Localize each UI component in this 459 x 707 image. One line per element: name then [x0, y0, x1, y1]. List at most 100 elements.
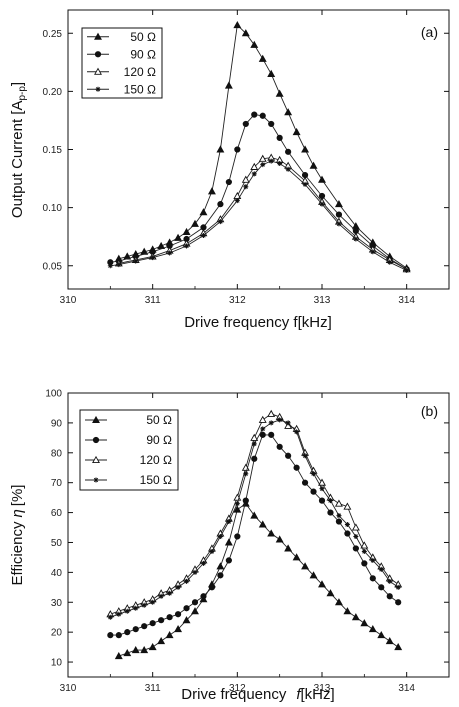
data-point: [217, 533, 223, 539]
data-point: [251, 455, 258, 462]
data-point: [285, 166, 291, 172]
data-point: [368, 625, 377, 633]
data-point: [158, 617, 165, 624]
data-point: [351, 613, 360, 621]
data-point: [275, 535, 284, 543]
data-point: [319, 201, 325, 207]
data-point: [216, 562, 225, 570]
data-point: [209, 548, 215, 554]
data-point: [318, 580, 326, 588]
data-point: [225, 557, 232, 564]
data-point: [191, 599, 199, 606]
data-point: [377, 631, 386, 639]
data-point: [250, 433, 259, 441]
data-point: [174, 233, 183, 241]
x-tick-label: 310: [60, 683, 77, 694]
data-point: [124, 629, 131, 636]
x-axis-label-b-main: Drive frequency: [181, 686, 287, 703]
data-point: [133, 258, 139, 264]
data-point: [174, 625, 183, 633]
data-point: [268, 431, 275, 438]
data-point: [268, 420, 274, 426]
data-point: [251, 111, 258, 118]
data-point: [251, 441, 257, 447]
legend-marker: [94, 51, 102, 58]
y-tick-label: 90: [51, 418, 63, 429]
data-point: [361, 548, 367, 554]
series-0: [114, 499, 403, 660]
data-point: [123, 648, 132, 657]
legend-marker: [92, 436, 100, 444]
x-tick-label: 311: [145, 295, 161, 306]
panel-label-b: (b): [421, 403, 438, 419]
data-point: [250, 511, 259, 519]
data-point: [207, 187, 216, 195]
data-point: [183, 605, 190, 612]
y-tick-label: 30: [51, 598, 63, 609]
data-point: [217, 572, 224, 579]
data-point: [284, 108, 293, 116]
data-point: [259, 431, 266, 438]
data-point: [361, 560, 368, 567]
chart-panel-a: 310 311 312 313 314 0.05 0.10 0.15 0.20 0.25 50 Ω…: [9, 9, 450, 331]
data-point: [260, 162, 266, 168]
x-tick-label: 312: [229, 295, 246, 306]
data-point: [233, 505, 242, 513]
data-point: [174, 611, 182, 618]
data-point: [217, 201, 224, 208]
data-point: [387, 259, 393, 265]
data-point: [336, 513, 342, 519]
data-point: [268, 120, 275, 128]
data-point: [234, 533, 241, 540]
data-point: [343, 607, 352, 615]
data-point: [319, 486, 325, 492]
data-point: [285, 452, 292, 459]
data-point: [335, 211, 343, 218]
x-tick-label: 310: [60, 295, 77, 306]
data-point: [277, 160, 283, 166]
data-point: [285, 148, 292, 155]
data-point: [284, 421, 293, 429]
data-point: [378, 584, 385, 591]
data-point: [258, 520, 267, 528]
data-point: [343, 502, 352, 510]
data-point: [353, 533, 359, 539]
data-point: [370, 249, 376, 255]
data-point: [234, 501, 240, 507]
x-axis-label-b: Drive frequency f[kHz]: [181, 686, 334, 703]
legend-marker: [94, 32, 102, 40]
data-point: [318, 478, 326, 486]
y-tick-label: 40: [51, 568, 63, 579]
y-tick-label: 0.10: [43, 203, 63, 214]
y-tick-label: 20: [51, 628, 63, 639]
x-tick-label: 314: [398, 295, 415, 306]
data-point: [334, 598, 343, 606]
data-point: [107, 263, 113, 269]
legend-label: 90 Ω: [146, 433, 172, 447]
data-point: [334, 499, 343, 507]
x-axis-label-b-f: f: [296, 686, 302, 703]
x-tick-label: 313: [314, 683, 331, 694]
y-tick-label: 0.05: [43, 261, 63, 272]
legend-marker: [92, 455, 100, 464]
data-point: [260, 426, 266, 432]
y-tick-label: 0.15: [43, 145, 63, 156]
data-point: [107, 614, 113, 620]
legend-label: 120 Ω: [124, 65, 156, 79]
data-point: [182, 227, 191, 236]
legend-label: 150 Ω: [140, 473, 172, 487]
data-point: [370, 557, 376, 563]
data-point: [140, 645, 149, 654]
data-point: [378, 566, 384, 572]
data-point: [217, 219, 223, 225]
data-point: [335, 518, 343, 525]
data-point: [200, 560, 206, 566]
data-point: [284, 544, 293, 552]
data-point: [292, 553, 301, 561]
legend-label: 50 Ω: [146, 413, 172, 427]
data-point: [395, 584, 401, 590]
x-axis-label-b-unit: [kHz]: [301, 686, 335, 703]
series-line: [118, 502, 399, 657]
data-point: [395, 599, 402, 606]
data-point: [326, 589, 335, 597]
